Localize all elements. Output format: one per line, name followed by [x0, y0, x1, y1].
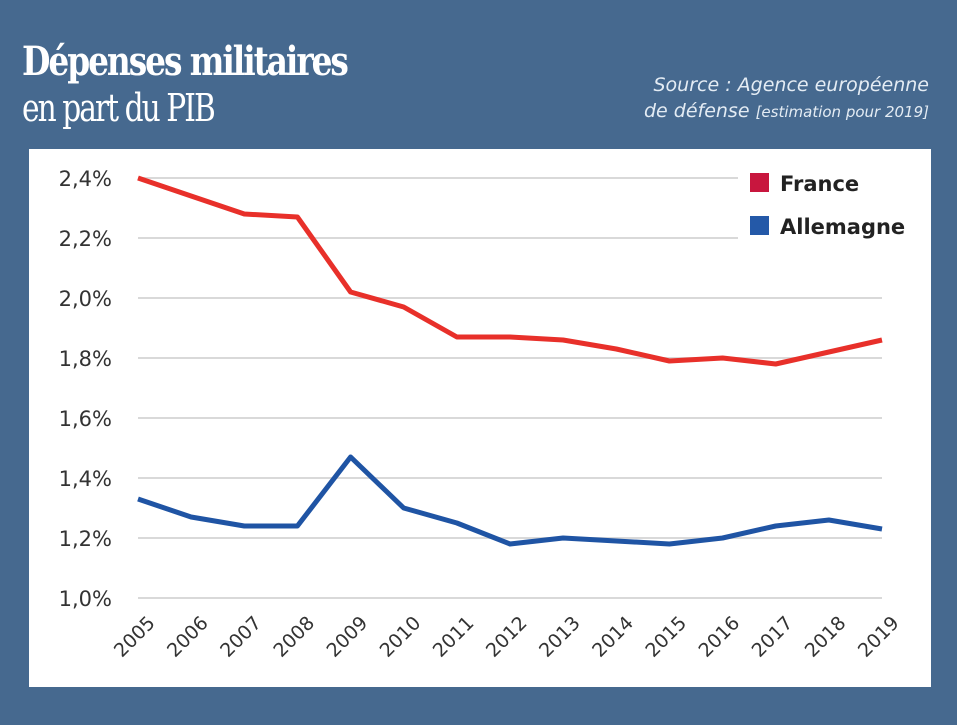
- x-tick-label: 2011: [429, 612, 479, 662]
- chart-subtitle: en part du PIB: [22, 86, 216, 130]
- x-axis-ticks: 2005 2006 2007 2008 2009 2010 2011 2012 2013 2014…: [110, 612, 904, 662]
- series-line-allemagne: [137, 454, 883, 547]
- y-tick-label: 1,8%: [59, 347, 112, 371]
- x-tick-label: 2018: [801, 612, 851, 662]
- x-tick-label: 2016: [694, 612, 744, 662]
- x-tick-label: 2017: [748, 612, 798, 662]
- x-tick-label: 2012: [482, 612, 532, 662]
- y-tick-label: 2,2%: [59, 227, 112, 251]
- x-tick-label: 2015: [641, 612, 691, 662]
- y-tick-label: 1,4%: [59, 467, 112, 491]
- source-note: Source : Agence européenne de défense [e…: [644, 72, 929, 125]
- x-tick-label: 2005: [110, 612, 160, 662]
- series-lines: [137, 175, 883, 547]
- gridlines: [138, 177, 882, 599]
- x-tick-label: 2010: [376, 612, 426, 662]
- legend-swatch-allemagne: [750, 216, 769, 235]
- chart-title: Dépenses militaires: [22, 38, 349, 85]
- x-tick-label: 2013: [535, 612, 585, 662]
- source-line-2: de défense [estimation pour 2019]: [644, 98, 929, 125]
- source-line-1: Source : Agence européenne: [653, 74, 930, 96]
- x-tick-label: 2006: [163, 612, 213, 662]
- x-tick-label: 2008: [269, 612, 319, 662]
- series-line-france: [137, 175, 883, 367]
- x-tick-label: 2019: [854, 612, 904, 662]
- source-estimation-note: [estimation pour 2019]: [755, 103, 929, 121]
- x-tick-label: 2014: [588, 612, 638, 662]
- source-line-2-main: de défense: [643, 100, 750, 122]
- y-tick-label: 2,4%: [59, 167, 112, 191]
- legend-swatch-france: [750, 173, 769, 192]
- legend-label-france: France: [780, 172, 859, 196]
- y-axis-ticks: 1,0% 1,2% 1,4% 1,6% 1,8% 2,0% 2,2% 2,4%: [59, 167, 112, 611]
- y-tick-label: 1,2%: [59, 527, 112, 551]
- legend: France Allemagne: [750, 172, 905, 239]
- x-tick-label: 2009: [322, 612, 372, 662]
- legend-label-allemagne: Allemagne: [780, 215, 905, 239]
- y-tick-label: 1,0%: [59, 587, 112, 611]
- y-tick-label: 1,6%: [59, 407, 112, 431]
- y-tick-label: 2,0%: [59, 287, 112, 311]
- x-tick-label: 2007: [216, 612, 266, 662]
